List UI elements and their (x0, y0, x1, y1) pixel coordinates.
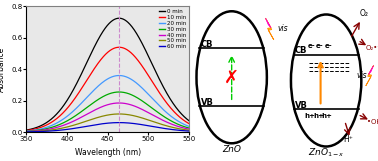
Line: 50 min: 50 min (26, 114, 189, 132)
0 min (112, 18, 117, 20)
Line: 40 min: 40 min (26, 103, 189, 132)
40 min (102, 105, 107, 107)
50 min (121, 113, 126, 115)
20 min (24, 130, 29, 132)
10 min (24, 130, 29, 132)
Text: VB: VB (295, 101, 308, 109)
Text: vis: vis (357, 71, 367, 80)
0 min (24, 129, 29, 131)
30 min (121, 91, 126, 93)
Line: 30 min: 30 min (26, 92, 189, 131)
30 min (102, 95, 107, 97)
Line: 0 min: 0 min (26, 18, 189, 130)
Line: 10 min: 10 min (26, 47, 189, 131)
Text: ✗: ✗ (224, 69, 239, 87)
Text: H⁺: H⁺ (344, 136, 353, 144)
50 min (117, 113, 121, 115)
Text: O₂: O₂ (359, 9, 369, 18)
10 min (102, 54, 107, 56)
Text: •OH: •OH (367, 119, 378, 125)
30 min (112, 91, 117, 93)
20 min (101, 80, 106, 82)
30 min (187, 127, 191, 129)
60 min (24, 131, 29, 133)
Polygon shape (265, 18, 274, 40)
40 min (183, 127, 188, 129)
60 min (117, 122, 121, 124)
0 min (121, 18, 126, 20)
0 min (117, 17, 121, 19)
Text: h+: h+ (305, 113, 316, 118)
20 min (112, 75, 117, 77)
20 min (121, 75, 126, 77)
10 min (112, 47, 117, 49)
10 min (101, 55, 106, 57)
Text: e-: e- (324, 43, 332, 49)
40 min (24, 131, 29, 133)
40 min (101, 105, 106, 107)
Text: vis: vis (277, 24, 288, 33)
20 min (102, 80, 107, 82)
50 min (183, 129, 188, 131)
0 min (101, 29, 106, 31)
Line: 20 min: 20 min (26, 76, 189, 131)
10 min (117, 46, 121, 48)
50 min (112, 113, 117, 115)
50 min (24, 131, 29, 133)
20 min (158, 105, 162, 107)
40 min (158, 118, 162, 120)
30 min (101, 95, 106, 97)
40 min (112, 102, 117, 104)
Text: CB: CB (295, 46, 308, 55)
Text: h+: h+ (322, 113, 332, 118)
20 min (117, 75, 121, 76)
60 min (183, 130, 188, 132)
30 min (117, 91, 121, 93)
Text: h+: h+ (313, 113, 324, 118)
60 min (112, 122, 117, 124)
30 min (183, 126, 188, 128)
Polygon shape (366, 66, 373, 86)
Polygon shape (265, 18, 271, 28)
Text: CB: CB (201, 40, 214, 49)
10 min (158, 93, 162, 95)
40 min (117, 102, 121, 104)
60 min (158, 127, 162, 129)
50 min (158, 123, 162, 125)
Text: e-: e- (308, 43, 315, 49)
20 min (183, 124, 188, 126)
40 min (187, 128, 191, 130)
10 min (187, 123, 191, 125)
30 min (158, 113, 162, 115)
60 min (187, 130, 191, 132)
60 min (121, 122, 126, 124)
20 min (187, 125, 191, 127)
Legend: 0 min, 10 min, 20 min, 30 min, 40 min, 50 min, 60 min: 0 min, 10 min, 20 min, 30 min, 40 min, 5… (159, 9, 186, 49)
0 min (158, 80, 162, 81)
Y-axis label: Absorbance: Absorbance (0, 47, 6, 92)
50 min (102, 115, 107, 117)
X-axis label: Wavelength (nm): Wavelength (nm) (75, 148, 141, 157)
Polygon shape (369, 66, 373, 75)
Line: 60 min: 60 min (26, 123, 189, 132)
10 min (183, 120, 188, 122)
0 min (183, 117, 188, 119)
60 min (102, 123, 107, 124)
60 min (101, 123, 106, 125)
50 min (101, 115, 106, 117)
Text: O₂•⁻: O₂•⁻ (366, 45, 378, 51)
0 min (187, 120, 191, 122)
40 min (121, 102, 126, 104)
50 min (187, 129, 191, 131)
Text: e-: e- (316, 43, 324, 49)
0 min (102, 28, 107, 30)
Text: VB: VB (201, 98, 214, 107)
Text: ZnO$_{1-x}$: ZnO$_{1-x}$ (308, 146, 344, 159)
30 min (24, 130, 29, 132)
Text: ZnO: ZnO (222, 145, 241, 154)
10 min (121, 47, 126, 49)
